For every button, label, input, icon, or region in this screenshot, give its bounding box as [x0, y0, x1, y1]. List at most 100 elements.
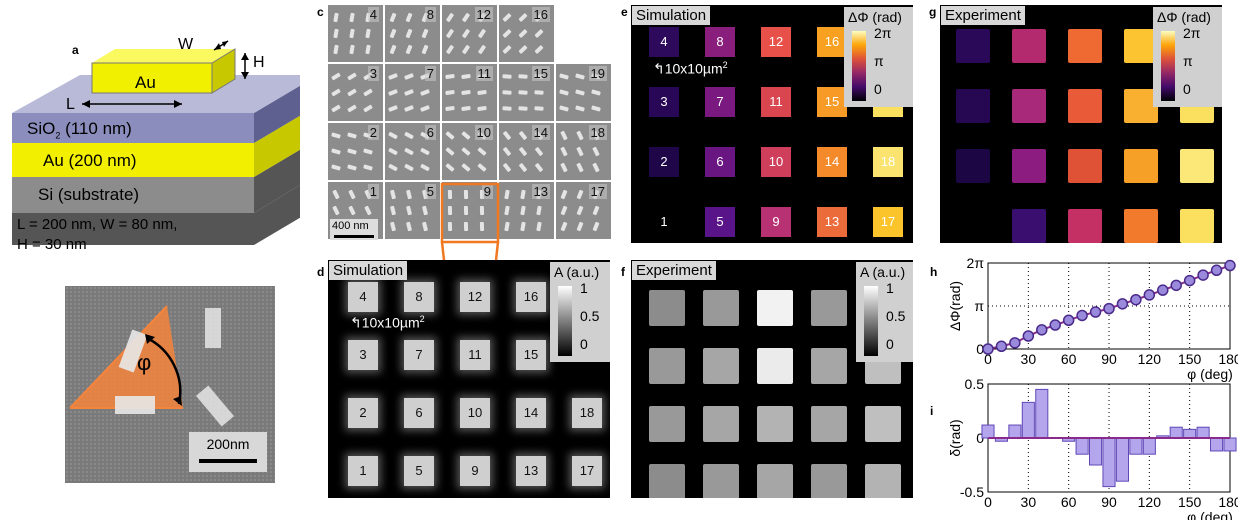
sem-tile: 13	[499, 182, 554, 239]
nanorod	[331, 148, 341, 155]
colorbar-tick: 0.5	[886, 308, 906, 324]
amplitude-cell: 11	[460, 340, 490, 370]
data-point	[982, 343, 994, 355]
panel-label-i: i	[930, 404, 934, 418]
nanorod	[502, 162, 512, 173]
data-point	[1130, 293, 1142, 306]
nanorod	[477, 105, 487, 112]
colorbar-tick: 0	[1183, 81, 1191, 97]
phase-cell: 1	[649, 207, 679, 237]
au-block-label: Au	[135, 73, 156, 92]
phase-cell	[1068, 149, 1102, 183]
bar	[1021, 401, 1035, 439]
x-tick-label: 30	[1021, 351, 1037, 367]
phase-cell: 8	[705, 27, 735, 57]
tile-number: 13	[531, 184, 550, 199]
nanorod	[560, 221, 568, 232]
phase-cell	[1068, 209, 1102, 243]
nanorod	[445, 28, 455, 39]
nanorod	[404, 147, 414, 156]
phase-cell	[956, 89, 990, 123]
colorbar-tick: 0	[580, 336, 588, 352]
amplitude-cell: 3	[348, 340, 378, 370]
bar	[1129, 437, 1143, 455]
angle-phi-label: φ	[137, 350, 152, 375]
nanorod	[347, 148, 357, 155]
nanorod	[363, 104, 373, 113]
tile-number: 16	[531, 7, 550, 22]
x-tick-label: 120	[1138, 494, 1162, 510]
x-tick-label: 120	[1138, 351, 1162, 367]
nanorod	[363, 88, 373, 97]
nanorod	[405, 12, 413, 23]
nanorod	[388, 73, 398, 80]
dimension-caption-line2: H = 30 nm	[17, 236, 87, 253]
sem-tile: 12	[442, 5, 497, 62]
tile-number: 18	[588, 125, 607, 140]
nanorod	[559, 73, 569, 80]
amplitude-cell	[757, 290, 793, 326]
sem-tile: 14	[499, 123, 554, 180]
nanorod	[591, 89, 601, 96]
cell-number: 10	[768, 154, 784, 169]
amplitude-cell: 6	[404, 398, 434, 428]
tile-number: 17	[588, 184, 607, 199]
colorbar-title: A (a.u.)	[554, 264, 600, 280]
nanorod	[518, 44, 528, 55]
cell-number: 11	[468, 347, 482, 362]
amplitude-cell	[757, 464, 793, 498]
cell-number: 12	[467, 289, 483, 304]
tile-number: 14	[531, 125, 550, 140]
tile-number: 8	[424, 7, 436, 22]
nanorod	[461, 12, 471, 23]
x-tick-label: 90	[1101, 351, 1117, 367]
nanorod	[461, 163, 471, 172]
nanorod	[520, 205, 526, 216]
phase-cell: 9	[761, 207, 791, 237]
sem-tile: 15	[499, 64, 554, 121]
phase-cell	[1124, 89, 1158, 123]
y-axis-label: δ(rad)	[947, 419, 963, 456]
data-point	[1049, 319, 1061, 331]
nanorod	[389, 44, 397, 55]
nanorod	[445, 12, 455, 23]
nanorod	[388, 163, 398, 172]
colorbar-tick: π	[1183, 53, 1193, 69]
amplitude-cell	[865, 406, 901, 442]
nanorod	[502, 74, 512, 79]
phase-cell: 2	[649, 147, 679, 177]
nanorod	[502, 28, 512, 39]
x-axis-label: φ (deg)	[1187, 509, 1233, 520]
phase-cell	[1068, 89, 1102, 123]
amplitude-cell	[649, 464, 685, 498]
nanorod	[560, 162, 568, 173]
tile-number: 15	[531, 66, 550, 81]
nanorod	[349, 28, 355, 39]
amplitude-cell	[703, 290, 739, 326]
data-point	[1089, 306, 1102, 318]
phase-cell	[1012, 89, 1046, 123]
amplitude-cell: 12	[460, 282, 490, 312]
tile-number: 6	[424, 125, 436, 140]
nanorod	[576, 221, 584, 232]
x-tick-label: 30	[1021, 494, 1037, 510]
nanorod	[405, 28, 413, 39]
nanorod	[461, 131, 471, 140]
sem-tile: 16	[499, 5, 554, 62]
nanorod	[518, 12, 528, 23]
tile-number: 4	[367, 7, 379, 22]
nanorod	[331, 164, 341, 171]
panel-d-title: Simulation	[329, 261, 408, 280]
cell-number: 1	[359, 463, 367, 478]
nanorod	[559, 89, 569, 96]
nanorod	[404, 73, 414, 80]
phase-cell: 6	[705, 147, 735, 177]
nanorod	[502, 130, 512, 141]
size-label: ↰10x10µm2	[653, 60, 728, 77]
cell-number: 7	[415, 347, 423, 362]
sio2-label: SiO2 (110 nm)	[27, 119, 132, 141]
phase-cell	[1012, 209, 1046, 243]
tile-number: 1	[367, 184, 379, 199]
